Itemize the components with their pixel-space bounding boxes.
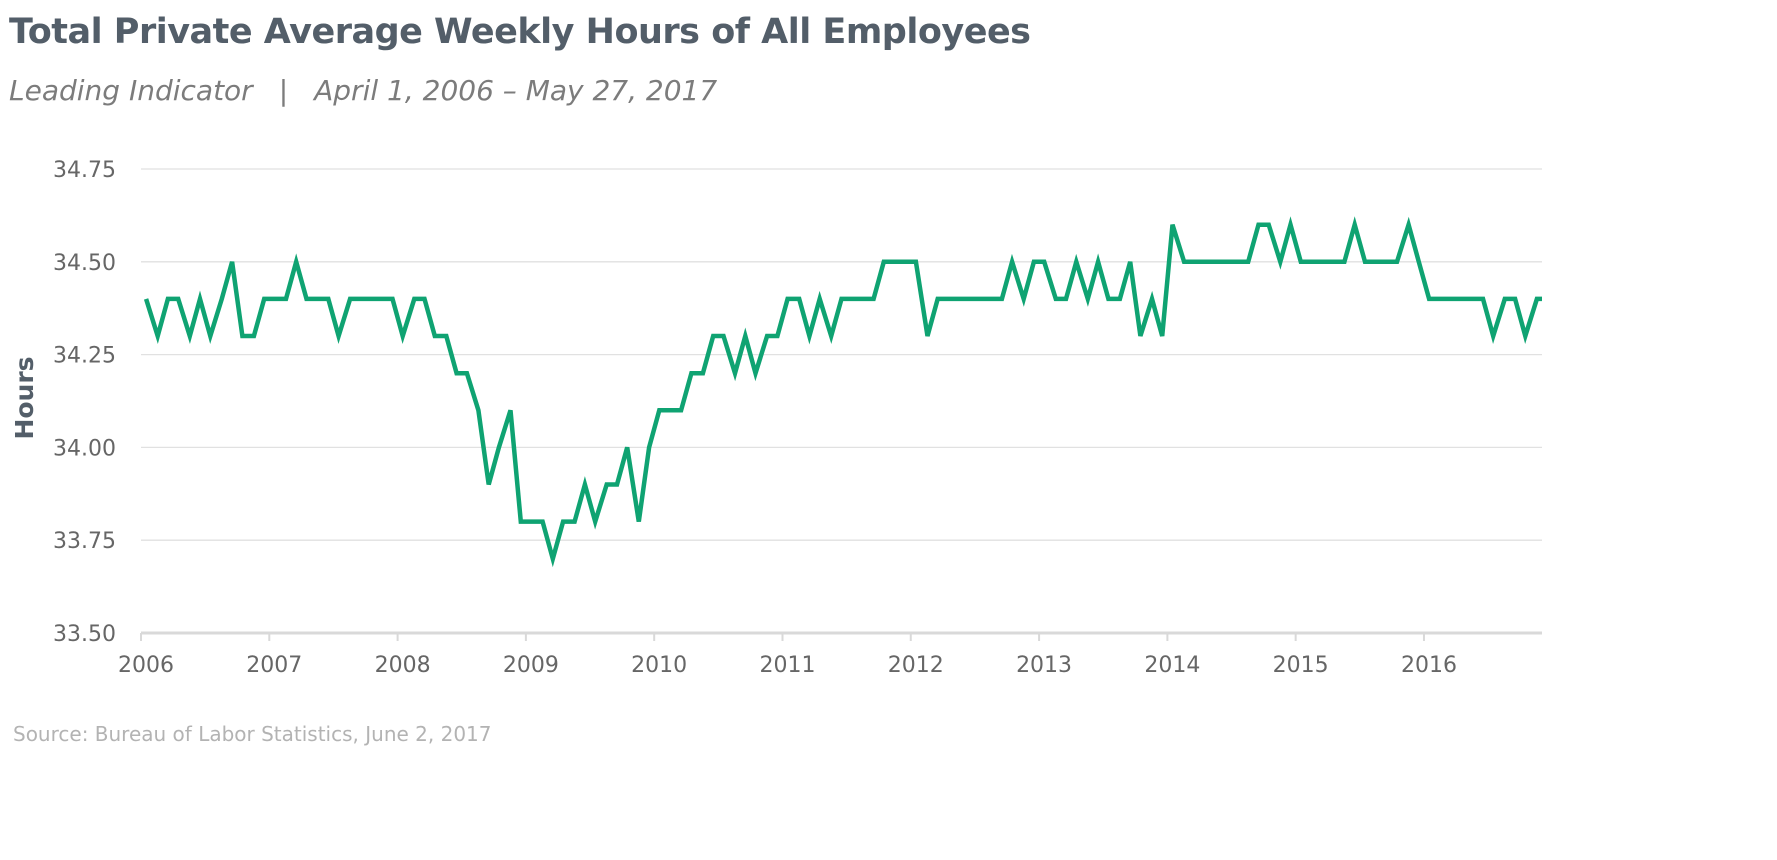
- subtitle-separator: |: [278, 74, 289, 107]
- indicator-label: Leading Indicator: [9, 74, 253, 107]
- y-axis-tick-labels: 33.50 33.75 34.00 34.25 34.50 34.75: [53, 158, 116, 647]
- y-tick-label: 34.50: [53, 251, 116, 276]
- series-line: [143, 216, 1542, 568]
- date-range: April 1, 2006 – May 27, 2017: [314, 74, 718, 107]
- chart-subtitle: Leading Indicator | April 1, 2006 – May 27…: [9, 74, 717, 107]
- x-tick-label: 2012: [888, 653, 944, 678]
- x-axis-tick-labels: 2006 2007 2008 2009 2010 2011 2012 2013 2014 2015…: [118, 653, 1457, 678]
- series-layer: [143, 216, 1542, 568]
- x-tick-label: 2008: [375, 653, 431, 678]
- source-note: Source: Bureau of Labor Statistics, June…: [13, 722, 492, 746]
- y-tick-label: 34.25: [53, 344, 116, 369]
- x-tick-label: 2007: [246, 653, 302, 678]
- y-tick-label: 33.50: [53, 622, 116, 647]
- y-axis-label: Hours: [10, 356, 39, 439]
- gridlines: [141, 168, 1542, 541]
- x-tick-label: 2006: [118, 653, 174, 678]
- x-tick-label: 2009: [503, 653, 559, 678]
- x-tick-label: 2010: [631, 653, 687, 678]
- y-tick-label: 33.75: [53, 529, 116, 554]
- x-tick-label: 2011: [759, 653, 815, 678]
- x-tick-label: 2014: [1144, 653, 1200, 678]
- chart-title: Total Private Average Weekly Hours of Al…: [9, 12, 1031, 52]
- x-axis: [140, 631, 1542, 641]
- y-tick-label: 34.00: [53, 436, 116, 461]
- x-tick-label: 2013: [1016, 653, 1072, 678]
- x-tick-label: 2016: [1401, 653, 1457, 678]
- y-tick-label: 34.75: [53, 158, 116, 183]
- x-tick-label: 2015: [1273, 653, 1329, 678]
